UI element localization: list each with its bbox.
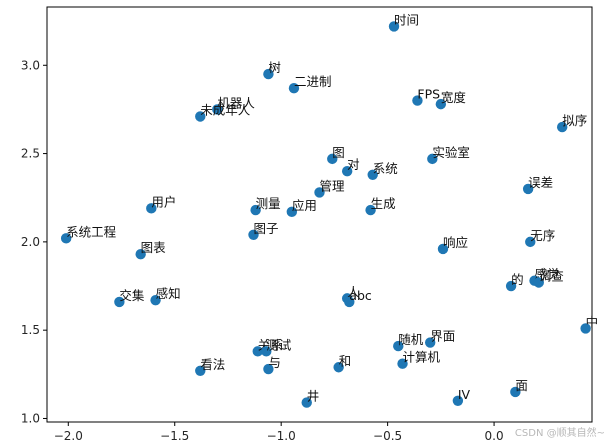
scatter-point: [580, 323, 591, 334]
scatter-point: [150, 294, 161, 306]
point-label: 二进制: [294, 74, 332, 89]
scatter-point: [388, 21, 400, 32]
point-label: 随机: [398, 332, 424, 347]
y-tick-label: 1.0: [21, 411, 40, 425]
scatter-point: [248, 229, 259, 241]
point-label: abc: [349, 288, 372, 303]
scatter-point: [252, 346, 263, 357]
x-tick-label: −1.0: [267, 429, 296, 443]
y-tick-label: 1.5: [21, 323, 40, 337]
point-label: 用户: [151, 194, 176, 209]
scatter-point: [288, 83, 300, 94]
scatter-point: [327, 153, 338, 165]
x-tick-label: −2.0: [54, 429, 83, 443]
x-axis: −2.0 −1.5 −1.0 −0.5 0.0: [54, 422, 504, 443]
point-label: 井: [307, 389, 320, 404]
scatter-point: [314, 187, 325, 198]
point-label: 的: [511, 272, 524, 287]
point-label: 系统: [373, 161, 398, 176]
plot-area-frame: [46, 6, 593, 423]
scatter-point: [425, 337, 436, 348]
x-tick-label: 0.0: [485, 429, 504, 443]
point-label: 测试: [266, 337, 292, 352]
scatter-point: [135, 249, 146, 260]
watermark-text: CSDN @顺其自然~: [514, 428, 605, 439]
scatter-point: [397, 358, 408, 369]
point-label: IV: [458, 387, 471, 402]
point-label: 和: [339, 353, 352, 368]
y-tick-label: 2.0: [21, 235, 40, 249]
point-label: 无序: [530, 228, 555, 243]
x-tick-label: −1.5: [160, 429, 189, 443]
point-label: 调查: [539, 268, 565, 283]
x-tick-label: −0.5: [373, 429, 402, 443]
scatter-point: [146, 203, 157, 214]
point-label: 响应: [443, 235, 468, 250]
point-label: 看法: [200, 357, 225, 372]
point-label: 与: [268, 355, 281, 370]
point-label: 界面: [430, 329, 455, 344]
point-label: 对: [347, 157, 360, 172]
point-label: 时间: [394, 12, 419, 27]
scatter-point: [435, 98, 447, 110]
point-label: 宽度: [441, 90, 467, 105]
scatter-point: [393, 340, 404, 352]
scatter-point: [195, 111, 206, 122]
point-label: 图: [332, 145, 345, 160]
scatter-point: [341, 166, 353, 177]
scatter-point: [525, 236, 536, 248]
point-label: 测量: [256, 196, 281, 211]
point-label: 机器人: [217, 95, 255, 110]
y-tick-label: 3.0: [21, 58, 40, 72]
scatter-point: [556, 121, 568, 133]
point-label: 拟序: [562, 113, 587, 128]
scatter-point: [365, 204, 376, 216]
scatter-point: [114, 296, 125, 308]
scatter-point: [286, 206, 298, 218]
point-label: 误差: [528, 175, 553, 190]
scatter-point: [344, 296, 355, 308]
scatter-point: [412, 95, 423, 106]
scatter-point: [427, 153, 438, 165]
point-label: 实验室: [432, 145, 470, 160]
scatter-point: [250, 204, 261, 216]
point-label: 管理: [320, 178, 346, 193]
scatter-point: [533, 277, 544, 288]
point-label: 图子: [254, 221, 279, 236]
y-tick-label: 2.5: [21, 147, 40, 161]
scatter-point: [437, 243, 449, 255]
point-label: 生成: [371, 196, 396, 211]
point-label: 计算机: [403, 350, 441, 365]
scatter-point: [263, 363, 274, 375]
scatter-point: [261, 346, 272, 357]
point-label: 未成年人: [200, 102, 251, 117]
scatter-point: [367, 169, 378, 180]
scatter-point: [505, 280, 517, 292]
scatter-point: [195, 365, 206, 376]
point-label: 应用: [292, 198, 317, 213]
point-label: FPS: [417, 87, 440, 102]
point-label: 图表: [141, 240, 167, 255]
scatter-point: [212, 104, 223, 115]
point-label: 感知: [156, 286, 181, 301]
scatter-point: [301, 397, 312, 408]
scatter-point: [60, 233, 72, 244]
scatter-point: [510, 386, 521, 398]
point-label: 面: [515, 378, 528, 393]
scatter-point: [263, 68, 274, 80]
point-label: 树: [268, 60, 281, 75]
point-label: 交集: [119, 288, 145, 303]
scatter-point: [522, 183, 534, 195]
scatter-point: [333, 362, 344, 373]
point-label: 中: [586, 314, 599, 329]
point-label: 人: [347, 284, 360, 299]
scatter-point: [452, 395, 464, 407]
y-axis: 1.0 1.5 2.0 2.5 3.0: [21, 58, 47, 425]
point-label: 系统工程: [66, 224, 117, 239]
